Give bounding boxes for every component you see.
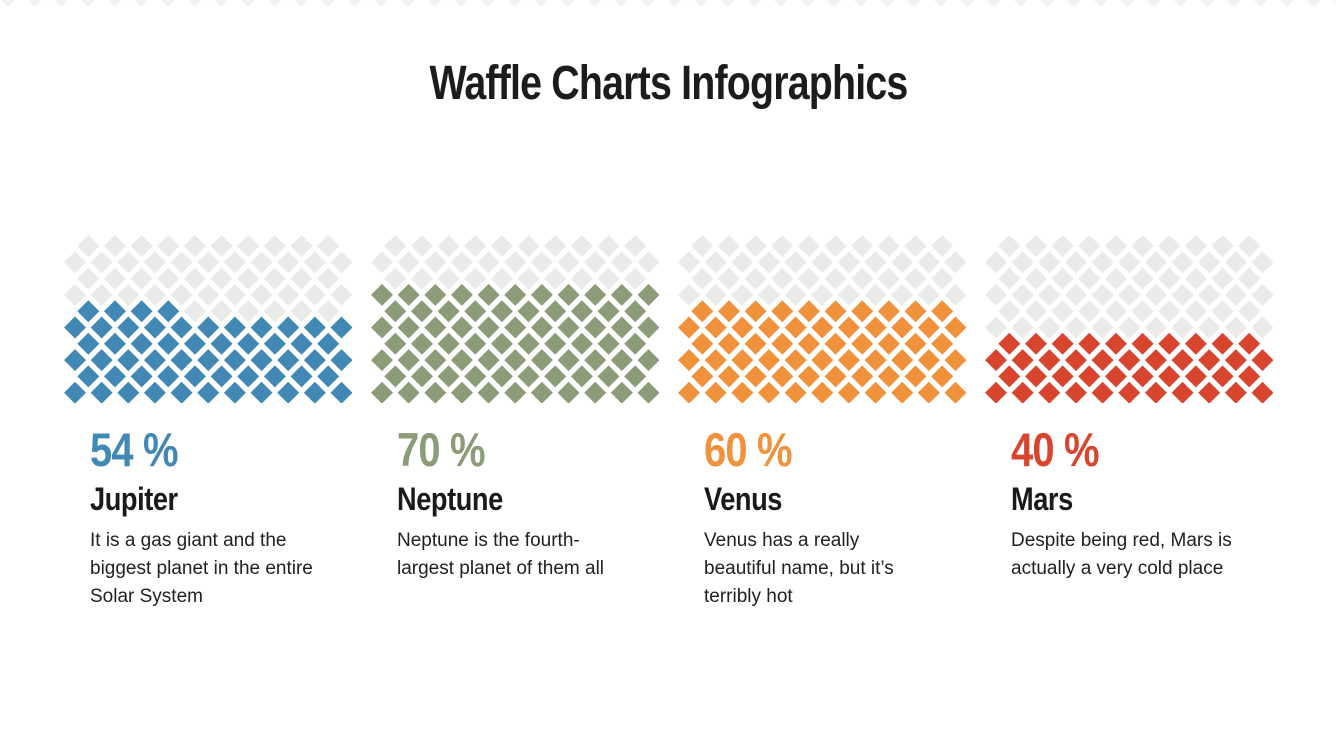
top-edge-diamond-pattern <box>1 0 1336 7</box>
planet-column-mars: 40 % Mars Despite being red, Mars is act… <box>985 235 1275 583</box>
page-title-text: Waffle Charts Infographics <box>428 57 908 110</box>
waffle-chart-jupiter <box>64 235 352 403</box>
planet-description-jupiter: It is a gas giant and the biggest planet… <box>90 529 313 607</box>
waffle-chart-mars <box>985 235 1273 403</box>
planet-name-neptune: Neptune <box>397 480 503 517</box>
planet-description-neptune: Neptune is the fourth-largest planet of … <box>397 529 605 579</box>
percent-value-venus: 60 % <box>704 423 793 476</box>
planet-column-neptune: 70 % Neptune Neptune is the fourth-large… <box>371 235 661 583</box>
percent-value-jupiter: 54 % <box>90 423 179 476</box>
planet-description-mars: Despite being red, Mars is actually a ve… <box>1011 529 1232 579</box>
planet-name-mars: Mars <box>1011 480 1073 517</box>
planet-column-venus: 60 % Venus Venus has a really beautiful … <box>678 235 968 611</box>
planet-name-jupiter: Jupiter <box>90 480 178 517</box>
waffle-chart-neptune <box>371 235 659 403</box>
page-title: Waffle Charts Infographics <box>0 56 1336 111</box>
percent-value-mars: 40 % <box>1011 423 1100 476</box>
waffle-chart-venus <box>678 235 966 403</box>
planet-column-jupiter: 54 % Jupiter It is a gas giant and the b… <box>64 235 354 611</box>
percent-value-neptune: 70 % <box>397 423 486 476</box>
planet-name-venus: Venus <box>704 480 783 517</box>
planet-description-venus: Venus has a really beautiful name, but i… <box>704 529 894 607</box>
